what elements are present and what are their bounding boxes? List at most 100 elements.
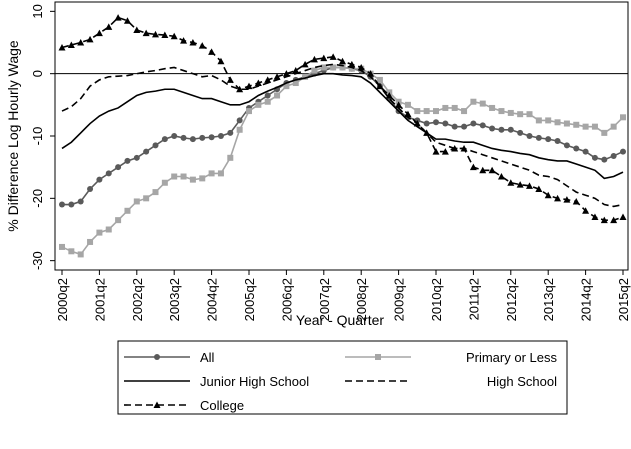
point xyxy=(227,154,234,161)
point xyxy=(142,29,150,37)
legend-label: Primary or Less xyxy=(466,350,558,365)
point xyxy=(470,98,477,105)
point xyxy=(451,123,458,130)
point xyxy=(105,170,112,177)
point xyxy=(114,14,122,21)
point xyxy=(264,92,271,99)
point xyxy=(535,185,543,192)
point xyxy=(161,136,168,143)
point xyxy=(545,117,552,124)
point xyxy=(554,194,562,202)
point xyxy=(516,181,524,188)
point xyxy=(451,104,458,111)
point xyxy=(115,164,122,171)
point xyxy=(124,157,131,164)
point xyxy=(329,53,337,60)
x-tick-label: 2000q2 xyxy=(55,278,70,321)
point xyxy=(67,41,75,49)
point xyxy=(133,198,140,205)
point xyxy=(423,129,431,136)
point xyxy=(479,166,487,174)
x-tick-label: 2011q2 xyxy=(466,278,481,320)
point xyxy=(376,76,383,83)
point xyxy=(59,201,65,208)
point xyxy=(115,217,122,224)
point xyxy=(591,123,598,130)
point xyxy=(198,42,206,49)
legend-marker xyxy=(153,401,161,408)
x-tick-label: 2012q2 xyxy=(504,278,519,321)
point xyxy=(255,101,262,108)
point xyxy=(432,148,440,155)
point xyxy=(582,207,590,214)
point xyxy=(554,119,561,126)
point xyxy=(414,108,421,115)
point xyxy=(423,108,430,115)
point xyxy=(189,39,197,46)
point xyxy=(582,123,589,130)
plot-frame xyxy=(54,1,629,271)
point xyxy=(376,82,384,90)
point xyxy=(161,31,169,39)
point xyxy=(217,133,224,139)
point xyxy=(292,67,300,74)
point xyxy=(217,57,225,65)
point xyxy=(339,64,346,71)
point xyxy=(236,126,243,133)
point xyxy=(171,133,178,139)
x-tick-label: 2004q2 xyxy=(205,278,220,321)
point xyxy=(498,108,505,115)
point xyxy=(535,117,542,124)
point xyxy=(348,60,356,68)
legend-label: High School xyxy=(487,374,557,389)
point xyxy=(433,119,439,126)
point xyxy=(87,185,94,192)
point xyxy=(264,76,272,83)
point xyxy=(620,114,626,121)
point xyxy=(208,134,215,141)
point xyxy=(180,173,187,180)
x-tick-label: 2010q2 xyxy=(429,278,444,321)
point xyxy=(245,82,253,90)
point xyxy=(507,126,514,133)
point xyxy=(348,65,355,72)
point xyxy=(470,120,477,127)
point xyxy=(461,108,468,115)
point xyxy=(170,32,178,40)
point xyxy=(310,55,318,63)
point xyxy=(601,129,608,136)
point xyxy=(572,197,580,205)
point xyxy=(433,108,439,115)
point xyxy=(395,101,403,108)
point xyxy=(236,117,243,124)
point xyxy=(563,196,571,203)
point xyxy=(123,17,131,24)
point xyxy=(264,98,271,105)
point xyxy=(517,129,524,136)
point xyxy=(189,136,196,143)
point xyxy=(68,248,75,255)
point xyxy=(610,216,618,224)
y-tick-label: -10 xyxy=(30,127,45,146)
point xyxy=(95,29,103,37)
point xyxy=(441,148,449,155)
point xyxy=(152,189,159,196)
point xyxy=(404,101,411,108)
point xyxy=(591,154,598,161)
x-tick-label: 2009q2 xyxy=(392,278,407,321)
point xyxy=(489,125,496,132)
y-tick-label: -20 xyxy=(30,189,45,208)
x-tick-label: 2006q2 xyxy=(279,278,294,321)
point xyxy=(105,226,112,233)
point xyxy=(610,152,617,159)
x-tick-label: 2005q2 xyxy=(242,278,257,321)
point xyxy=(68,201,75,208)
point xyxy=(413,120,421,127)
point xyxy=(526,111,533,118)
point xyxy=(545,136,552,143)
point xyxy=(254,79,262,87)
point xyxy=(507,109,514,116)
point xyxy=(517,111,524,118)
point xyxy=(208,170,215,177)
